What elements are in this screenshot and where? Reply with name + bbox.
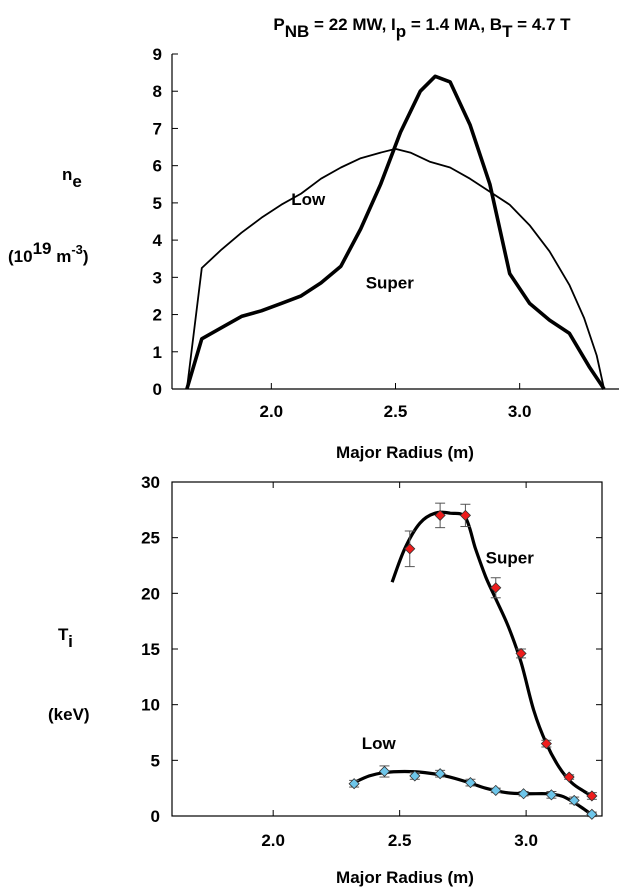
top-y-tick-label: 3 bbox=[153, 268, 162, 287]
top-y-tick-label: 1 bbox=[153, 343, 162, 362]
bottom-y-tick-label: 15 bbox=[141, 640, 160, 659]
top-y-tick-label: 6 bbox=[153, 157, 162, 176]
bottom-super-point bbox=[434, 509, 446, 521]
bottom-low-point bbox=[378, 765, 391, 778]
top-chart-title: PNB = 22 MW, Ip = 1.4 MA, BT = 4.7 T bbox=[273, 15, 571, 41]
top-series-low-line bbox=[186, 148, 605, 390]
bottom-y-tick-label: 0 bbox=[151, 807, 160, 826]
bottom-y-tick-label: 20 bbox=[141, 584, 160, 603]
bottom-low-point bbox=[518, 788, 530, 800]
top-y-tick-label: 8 bbox=[153, 82, 162, 101]
bottom-super-point bbox=[490, 582, 502, 594]
top-y-tick-label: 4 bbox=[153, 231, 163, 250]
bottom-super-fit-curve bbox=[390, 510, 593, 798]
bottom-low-point bbox=[409, 770, 421, 782]
top-y-label: ne bbox=[62, 165, 82, 191]
bottom-low-point bbox=[545, 789, 557, 801]
bottom-super-point bbox=[404, 543, 416, 555]
bottom-low-point bbox=[586, 808, 598, 820]
bottom-super-point bbox=[540, 738, 552, 750]
bottom-x-label: Major Radius (m) bbox=[336, 868, 474, 887]
top-y-tick-label: 0 bbox=[153, 380, 162, 399]
bottom-x-tick-label: 2.5 bbox=[388, 831, 412, 850]
top-y-tick-label: 2 bbox=[153, 306, 162, 325]
bottom-low-point bbox=[434, 768, 446, 780]
bottom-low-point bbox=[568, 794, 580, 806]
bottom-super-point bbox=[459, 509, 471, 521]
top-y-tick-label: 9 bbox=[153, 45, 162, 64]
top-series-super-line bbox=[185, 74, 606, 391]
bottom-plot: 0 5 10 15 20 25 30 2.0 2.5 3.0 Super Low bbox=[141, 473, 603, 850]
top-x-tick-label: 3.0 bbox=[508, 402, 532, 421]
top-x-tick-label: 2.0 bbox=[260, 402, 284, 421]
bottom-y-tick-label: 5 bbox=[151, 751, 160, 770]
bottom-low-point bbox=[348, 778, 360, 790]
bottom-y-unit: (keV) bbox=[48, 705, 90, 724]
top-y-unit: (1019 m-3) bbox=[8, 239, 89, 266]
bottom-y-tick-label: 25 bbox=[141, 529, 160, 548]
bottom-y-label: Ti bbox=[58, 625, 73, 651]
bottom-y-tick-label: 30 bbox=[141, 473, 160, 492]
bottom-super-point bbox=[586, 790, 598, 802]
bottom-super-point bbox=[515, 647, 527, 660]
top-x-label: Major Radius (m) bbox=[336, 443, 474, 462]
top-x-tick-label: 2.5 bbox=[384, 402, 408, 421]
top-annotation-super: Super bbox=[366, 274, 415, 293]
bottom-low-point bbox=[464, 777, 477, 789]
bottom-x-tick-label: 2.0 bbox=[261, 831, 285, 850]
bottom-low-point bbox=[490, 784, 502, 796]
bottom-super-point bbox=[563, 771, 575, 783]
top-plot: 0 1 2 3 4 5 6 7 8 9 2.0 2.5 3.0 Low Super bbox=[153, 45, 619, 421]
top-y-tick-label: 7 bbox=[153, 119, 162, 138]
bottom-annotation-low: Low bbox=[362, 734, 397, 753]
bottom-y-tick-label: 10 bbox=[141, 696, 160, 715]
top-annotation-low: Low bbox=[291, 190, 326, 209]
top-y-tick-label: 5 bbox=[153, 194, 162, 213]
bottom-annotation-super: Super bbox=[486, 548, 535, 567]
bottom-x-tick-label: 3.0 bbox=[514, 831, 538, 850]
